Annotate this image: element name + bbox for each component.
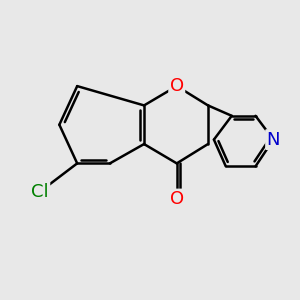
Text: O: O bbox=[170, 77, 184, 95]
Text: Cl: Cl bbox=[31, 183, 49, 201]
Text: N: N bbox=[267, 130, 280, 148]
Text: O: O bbox=[170, 190, 184, 208]
